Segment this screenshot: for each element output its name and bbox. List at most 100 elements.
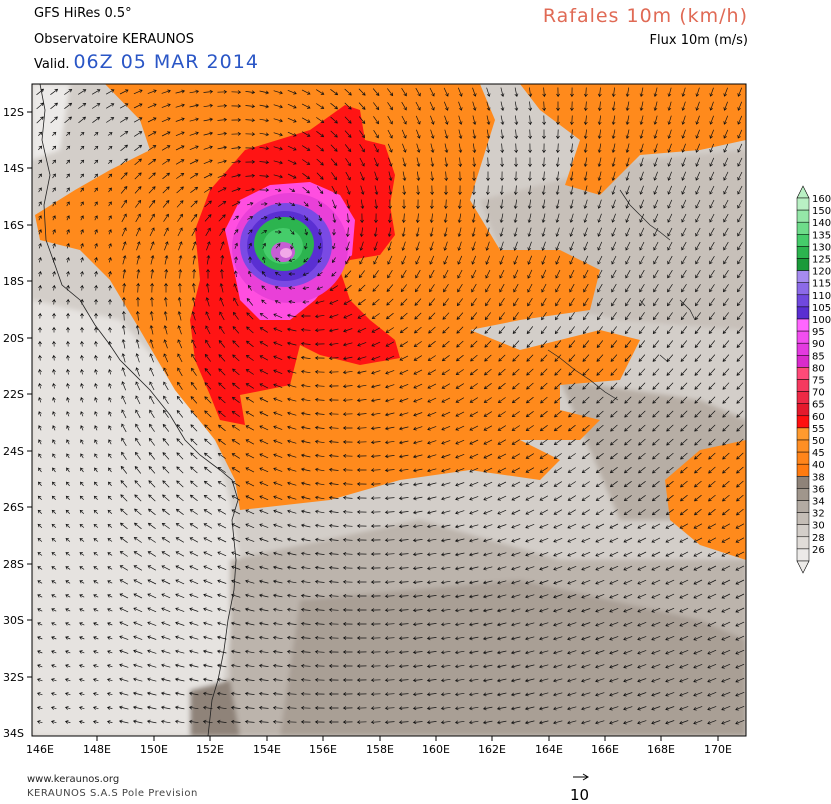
wind-vector [217,438,226,445]
wind-vector [258,607,269,612]
wind-vector [217,607,227,612]
legend-label: 36 [812,484,825,495]
wind-vector [595,481,604,487]
wind-vector [289,215,295,221]
wind-vector [639,312,645,321]
wind-vector [454,622,465,627]
wind-vector [260,202,268,206]
wind-vector [328,509,339,514]
wind-vector [259,439,269,445]
wind-vector [681,255,687,265]
wind-vector [426,692,437,697]
wind-vector [511,509,521,515]
wind-vector [525,608,535,613]
wind-vector [342,509,353,514]
wind-vector [399,398,409,403]
wind-vector [387,255,393,265]
wind-vector [455,354,464,362]
wind-vector [414,312,422,320]
wind-vector [136,296,140,307]
wind-vector [553,410,562,418]
wind-vector [286,621,297,626]
wind-vector [653,185,659,195]
legend-label: 32 [812,509,825,520]
wind-vector [568,382,576,390]
wind-vector [595,706,605,711]
wind-vector [92,720,99,724]
wind-vector [609,706,619,711]
wind-vector [301,103,311,109]
wind-vector [386,298,394,306]
wind-vector [526,354,534,362]
wind-vector [611,227,617,237]
wind-vector [286,607,297,612]
wind-vector [314,551,325,556]
wind-vector [680,452,688,460]
wind-vector [680,340,688,349]
wind-vector [273,383,283,388]
legend-swatch [796,282,810,296]
wind-vector [413,412,423,417]
wind-vector [667,298,673,307]
wind-vector [149,381,155,391]
wind-vector [150,241,155,251]
wind-vector [625,213,631,223]
wind-vector [428,298,436,307]
wind-vector [314,439,325,444]
lon-tick: 160E [422,743,450,756]
wind-vector [430,171,435,182]
wind-vector [135,423,141,432]
wind-vector [119,677,129,682]
wind-vector [259,425,269,431]
wind-vector [595,608,605,613]
wind-vector [709,241,715,251]
wind-vector [709,213,715,223]
wind-vector [93,580,99,584]
wind-vector [78,720,85,724]
wind-vector [286,579,297,584]
wind-vector [300,509,311,514]
wind-vector [456,326,464,334]
wind-vector [286,327,297,332]
wind-vector [483,481,493,487]
wind-vector [709,199,715,209]
wind-vector [314,663,325,668]
wind-vector [134,158,142,166]
wind-vector [470,326,478,334]
wind-vector [514,143,519,154]
wind-vector [52,242,56,249]
wind-vector [665,720,675,725]
wind-vector [429,227,434,238]
wind-vector [651,650,661,655]
wind-vector [527,269,533,279]
wind-vector [595,551,605,557]
wind-vector [135,451,141,460]
wind-vector [37,636,43,640]
wind-vector [524,678,535,683]
wind-vector [680,354,688,362]
wind-vector [399,369,409,375]
wind-vector [191,311,196,321]
wind-vector [637,636,647,641]
wind-vector [38,145,43,151]
wind-vector [609,551,619,557]
wind-vector [384,664,395,669]
wind-vector [499,213,504,224]
wind-vector [709,227,715,237]
wind-vector [358,102,366,110]
wind-vector [217,410,226,418]
wind-vector [79,594,85,598]
wind-vector [709,115,714,125]
wind-vector [497,397,506,403]
wind-vector [553,509,563,515]
wind-vector [412,482,423,487]
wind-vector [356,706,367,711]
wind-vector [482,622,493,627]
wind-vector [79,537,85,542]
wind-vector [343,313,353,319]
wind-vector [582,340,590,349]
wind-vector [736,368,744,376]
wind-vector [92,664,99,668]
wind-vector [303,257,309,263]
wind-vector [147,508,156,516]
